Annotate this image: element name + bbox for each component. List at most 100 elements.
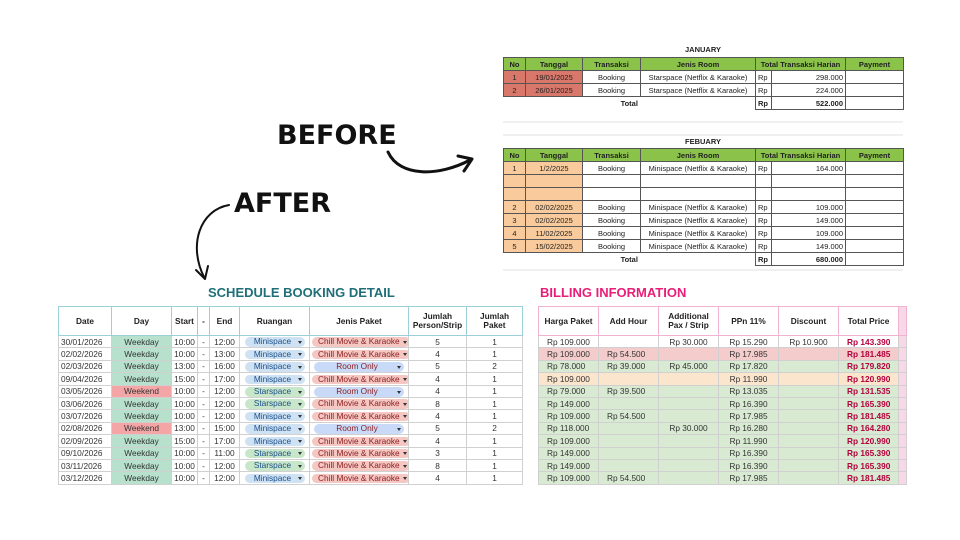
cell: 4 [503, 226, 526, 240]
header-cell: Tanggal [525, 148, 583, 162]
cell [503, 187, 526, 201]
cell: 17:00 [209, 434, 240, 448]
package-dropdown: Chill Movie & Karaoke [312, 337, 408, 347]
cell: 03/05/2026 [58, 384, 112, 398]
cell: Rp 13.035 [718, 384, 779, 398]
cell: 1 [503, 161, 526, 175]
cell: 2 [466, 421, 523, 436]
cell: 02/02/2025 [525, 200, 583, 214]
cell: Rp [755, 213, 772, 227]
cell: Rp 181.485 [838, 347, 899, 361]
cell [898, 359, 907, 374]
cell: 15:00 [209, 421, 240, 436]
header-cell: Jenis Paket [309, 306, 409, 336]
cell: Weekday [111, 359, 172, 374]
cell [598, 372, 659, 386]
cell: Rp 165.390 [838, 396, 899, 411]
header-cell: Payment [845, 57, 905, 71]
cell: 149.000 [770, 239, 847, 253]
cell [898, 446, 907, 460]
cell: 13:00 [171, 421, 198, 436]
cell: - [197, 446, 210, 460]
cell: 3 [408, 446, 467, 460]
cell: Minispace [239, 434, 310, 448]
cell: Weekday [111, 409, 172, 423]
room-dropdown: Minispace [244, 411, 305, 422]
cell: 1 [466, 446, 523, 460]
cell: Minispace [239, 347, 310, 361]
cell: Minispace [239, 471, 310, 485]
header-row: No Tanggal Transaksi Jenis Room Total Transa… [503, 57, 905, 71]
february-title: FEBUARY [685, 137, 721, 146]
cell: Room Only [309, 384, 409, 398]
cell [778, 359, 839, 374]
cell: Rp 118.000 [538, 421, 599, 436]
cell: 1 [466, 396, 523, 411]
data-row: Rp 149.000 Rp 16.390 Rp 165.390 [538, 458, 907, 473]
cell: Rp 30.000 [658, 334, 719, 349]
cell: Rp 54.500 [598, 471, 659, 485]
cell: 224.000 [770, 83, 847, 97]
cell: 1 [466, 334, 523, 349]
february-table: No Tanggal Transaksi Jenis Room Total Transa… [503, 148, 905, 266]
cell: 15:00 [171, 372, 198, 386]
cell [598, 421, 659, 436]
data-row: 2 02/02/2025 Booking Minispace (Netflix & K… [503, 200, 905, 214]
header-row: No Tanggal Transaksi Jenis Room Total Transa… [503, 148, 905, 162]
cell: 02/02/2026 [58, 347, 112, 361]
cell: 12:00 [209, 334, 240, 349]
cell [503, 174, 526, 188]
cell: 11/02/2025 [525, 226, 583, 240]
header-cell: Transaksi [582, 57, 641, 71]
cell [898, 334, 907, 349]
cell: Chill Movie & Karaoke [309, 446, 409, 460]
cell: 8 [408, 458, 467, 473]
cell [898, 396, 907, 411]
cell: Rp [755, 226, 772, 240]
cell: 5 [408, 359, 467, 374]
header-cell: - [197, 306, 210, 336]
data-row: 2 26/01/2025 Booking Starspace (Netflix & K… [503, 83, 905, 97]
room-dropdown: Starspace [244, 461, 305, 471]
cell [525, 187, 583, 201]
cell [898, 384, 907, 398]
data-row: Rp 149.000 Rp 16.390 Rp 165.390 [538, 446, 907, 460]
cell: 5 [503, 239, 526, 253]
cell: Booking [582, 200, 641, 214]
room-dropdown: Minispace [244, 436, 305, 446]
cell: Rp [755, 70, 772, 84]
after-arrowhead [195, 265, 209, 280]
cell: 1 [466, 372, 523, 386]
cell: Minispace [239, 409, 310, 423]
package-dropdown: Chill Movie & Karaoke [312, 461, 408, 471]
cell: 09/04/2026 [58, 372, 112, 386]
cell [845, 213, 905, 227]
cell: Weekday [111, 396, 172, 411]
cell: Rp 17.985 [718, 409, 779, 423]
cell: 109.000 [770, 200, 847, 214]
cell: - [197, 421, 210, 436]
cell: Weekday [111, 458, 172, 473]
cell: 03/11/2026 [58, 458, 112, 473]
cell [658, 384, 719, 398]
cell: Booking [582, 83, 641, 97]
header-row: Date Day Start - End Ruangan Jenis Paket Jumlah… [58, 306, 523, 336]
cell: Minispace (Netflix & Karaoke) [640, 213, 756, 227]
cell [658, 446, 719, 460]
cell: 15/02/2025 [525, 239, 583, 253]
cell [845, 239, 905, 253]
cell: - [197, 458, 210, 473]
cell: Rp 179.820 [838, 359, 899, 374]
cell: 02/08/2026 [58, 421, 112, 436]
cell: Rp 181.485 [838, 471, 899, 485]
cell: 02/02/2025 [525, 213, 583, 227]
cell: 10:00 [171, 446, 198, 460]
schedule-table: Date Day Start - End Ruangan Jenis Paket Jumlah… [58, 306, 523, 485]
cell [845, 252, 905, 266]
cell: Chill Movie & Karaoke [309, 471, 409, 485]
cell: Minispace [239, 372, 310, 386]
package-dropdown: Chill Movie & Karaoke [312, 448, 408, 459]
data-row: 30/01/2026 Weekday 10:00-12:00 Minispace Chi… [58, 334, 523, 349]
cell: Booking [582, 239, 641, 253]
cell [658, 396, 719, 411]
